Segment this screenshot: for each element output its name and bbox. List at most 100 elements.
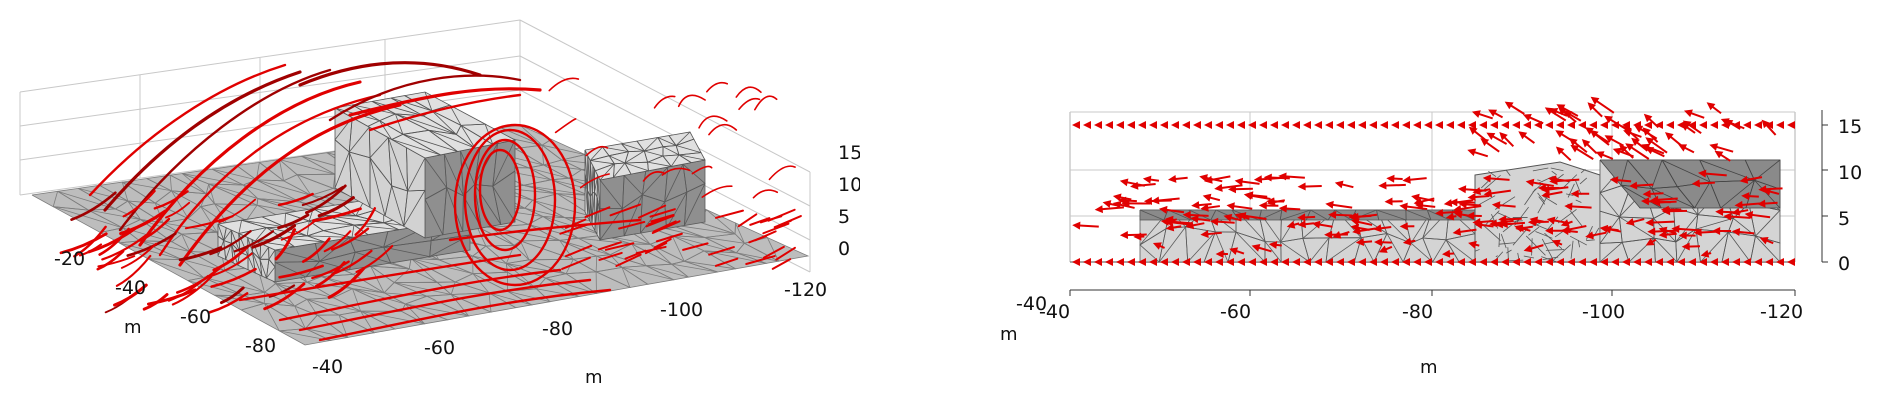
velocity-arrow-head <box>1678 144 1688 152</box>
streamline <box>311 260 350 280</box>
ground-plane-edge <box>595 256 598 272</box>
ground-plane-edge <box>294 305 306 329</box>
streamline <box>301 237 331 263</box>
ground-plane-edge <box>208 183 216 204</box>
tall-block-edge <box>1562 174 1578 189</box>
streamlines <box>59 61 802 342</box>
velocity-arrow <box>1628 145 1650 160</box>
velocity-arrow <box>1749 213 1771 219</box>
ground-plane-edge <box>245 204 258 221</box>
streamline <box>615 253 642 268</box>
velocity-arrow <box>1248 194 1271 200</box>
streamline <box>618 220 646 230</box>
x-tick: -120 <box>784 279 827 301</box>
low-building-edge <box>1325 237 1362 263</box>
velocity-arrow-head <box>1723 212 1732 221</box>
velocity-arrow-head <box>1612 147 1622 156</box>
velocity-arrow-head <box>1453 204 1462 213</box>
velocity-arrow-head <box>1585 127 1594 135</box>
velocity-arrow-head <box>1446 121 1454 129</box>
velocity-arrow-head <box>1336 121 1344 129</box>
tall-block-edge <box>1484 174 1501 190</box>
y-tick: -80 <box>245 335 276 357</box>
streamline <box>775 246 796 261</box>
velocity-arrow-head <box>1666 121 1674 129</box>
velocity-arrow-head <box>1165 215 1174 224</box>
velocity-arrow-head <box>1352 227 1361 235</box>
building-side-cell <box>429 234 471 258</box>
velocity-arrow-head <box>1776 121 1784 129</box>
building-side-edge <box>424 199 444 236</box>
velocity-arrow <box>1554 178 1580 183</box>
ground-plane-edge <box>488 292 532 306</box>
velocity-arrow <box>1676 227 1701 232</box>
velocity-arrow-head <box>1734 200 1743 209</box>
building-side-edge <box>684 183 706 226</box>
streamline <box>298 61 482 87</box>
velocity-arrow-head <box>1522 114 1532 122</box>
velocity-arrow-head <box>1160 258 1168 266</box>
right-building-edge <box>1653 237 1678 263</box>
right-building-edge <box>1695 217 1734 230</box>
velocity-arrow <box>1645 200 1671 204</box>
velocity-arrow-head <box>1474 221 1483 229</box>
tall-block-edge <box>1474 249 1480 252</box>
tall-block-edge <box>1525 235 1546 256</box>
velocity-arrow-head <box>1402 237 1412 246</box>
z-tick: 5 <box>838 206 850 228</box>
velocity-arrow <box>1560 105 1579 117</box>
right-building-dark-edge <box>1651 159 1663 189</box>
velocity-arrow <box>1508 103 1525 115</box>
ground-plane-edge <box>621 266 674 281</box>
velocity-arrow-head <box>1587 102 1596 111</box>
building-top-edge <box>241 219 285 228</box>
velocity-arrow-head <box>1259 258 1267 266</box>
velocity-arrow-head <box>1347 121 1355 129</box>
velocity-arrow-head <box>1523 121 1531 129</box>
building-side-edge <box>383 246 430 258</box>
y-tick: -60 <box>180 306 211 328</box>
ground-plane-edge <box>507 290 551 303</box>
streamline <box>251 224 297 249</box>
ground-plane-edge <box>212 168 257 181</box>
streamline <box>767 208 796 222</box>
velocity-arrow-head <box>1292 258 1300 266</box>
velocity-arrow-head <box>1105 258 1113 266</box>
building-front-edge <box>589 160 593 194</box>
building-front-edge <box>369 137 389 158</box>
building-top-edge <box>675 131 691 146</box>
velocity-arrow <box>1268 176 1290 180</box>
streamline <box>754 95 778 111</box>
ground-plane-edge <box>78 187 128 202</box>
streamline <box>233 230 275 253</box>
ground-plane-edge <box>766 237 780 262</box>
velocity-arrow-head <box>1560 219 1570 227</box>
tall-block-edge <box>1483 210 1500 227</box>
streamline <box>280 219 317 241</box>
building-top-edge <box>678 154 706 161</box>
building-front-cell <box>403 189 426 239</box>
building-side-edge <box>666 191 688 229</box>
streamline <box>218 198 257 224</box>
velocity-arrow-head <box>1119 231 1128 239</box>
velocity-arrow-head <box>1116 121 1124 129</box>
tall-block-edge <box>1505 169 1511 176</box>
z-tick: 10 <box>838 174 860 196</box>
velocity-arrow-head <box>1744 211 1754 219</box>
building-top-edge <box>644 150 663 157</box>
velocity-arrow-head <box>1168 175 1177 183</box>
velocity-arrow-head <box>1677 258 1685 266</box>
velocity-arrow-head <box>1569 138 1578 147</box>
velocity-arrow-head <box>1546 216 1556 225</box>
velocity-arrow-head <box>1710 121 1718 129</box>
velocity-arrow-head <box>1757 199 1766 208</box>
velocity-arrow-head <box>1435 121 1443 129</box>
velocity-arrow-head <box>1237 258 1245 266</box>
ground-plane-edge <box>88 209 141 220</box>
velocity-arrow-head <box>1402 121 1410 129</box>
building-top-edge <box>313 208 356 217</box>
velocity-arrow-head <box>1355 238 1365 246</box>
velocity-arrow-head <box>1325 258 1333 266</box>
building-front-edge <box>387 137 409 192</box>
velocity-arrow-head <box>1234 212 1244 221</box>
